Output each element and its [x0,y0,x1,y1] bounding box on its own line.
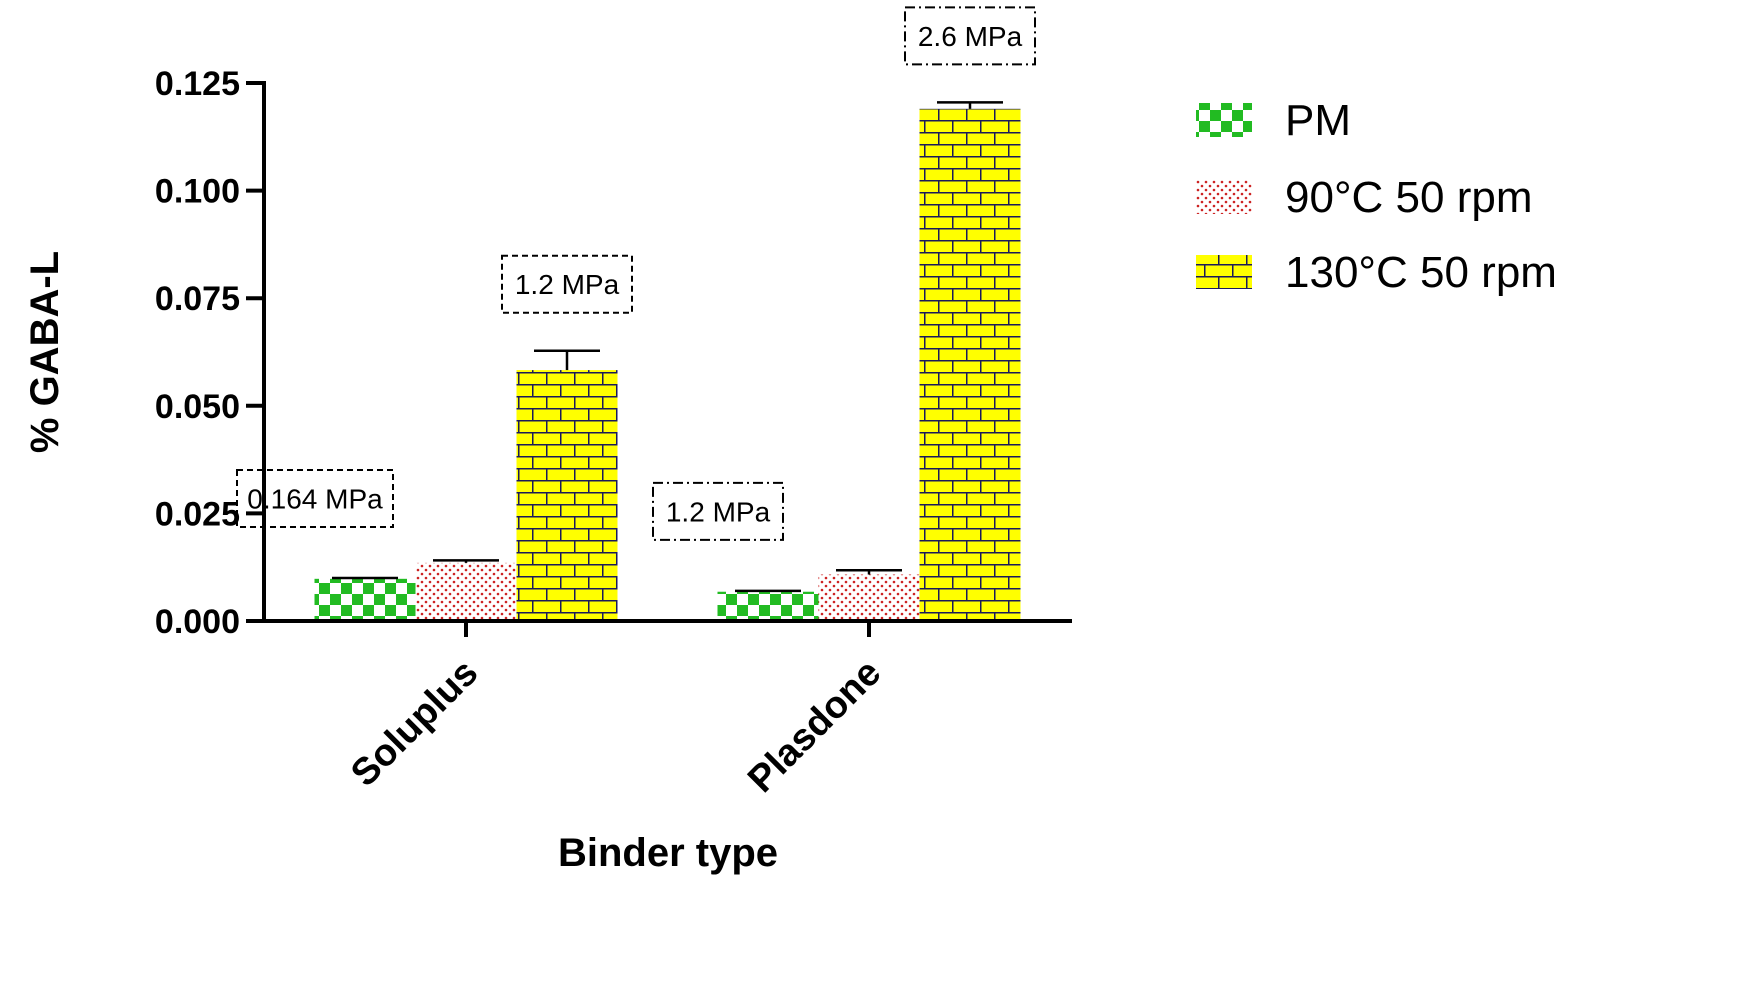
y-tick-label: 0.050 [155,388,240,426]
y-tick-label: 0.025 [155,495,240,533]
plot-area: 0.164 MPa 1.2 MPa 1.2 MPa 2.6 MPa 0.000 0.02… [155,6,1072,801]
annotation-box: 2.6 MPa [904,6,1036,66]
bar-soluplus-s2 [516,370,618,621]
legend-label: 90°C 50 rpm [1285,173,1532,222]
bar-plasdone-s2 [919,108,1021,622]
bar-soluplus-s0 [314,578,416,621]
annotation-text: 2.6 MPa [918,21,1023,52]
annotation-frame [904,6,1036,66]
error-bars [332,101,1003,593]
annotation-text: 0.164 MPa [247,483,383,514]
annotation-box: 1.2 MPa [501,254,633,314]
y-tick-label: 0.000 [155,603,240,641]
annotation-text: 1.2 MPa [515,269,620,300]
legend-swatch [1196,103,1252,137]
pressure-annotations: 0.164 MPa 1.2 MPa 1.2 MPa 2.6 MPa [236,6,1036,541]
legend-item-0: PM [1196,96,1351,145]
bar-plasdone-s1 [818,574,920,621]
annotation-frame [501,254,633,314]
legend: PM 90°C 50 rpm 130°C 50 rpm [1196,96,1557,297]
annotation-text: 1.2 MPa [666,496,771,527]
bar-soluplus-s1 [415,562,517,621]
annotation-frame [652,481,784,541]
legend-swatch [1196,255,1252,289]
x-tick-label-soluplus: Soluplus [343,652,486,795]
legend-label: PM [1285,96,1351,145]
y-tick-label: 0.075 [155,280,240,318]
bar-plasdone-s0 [717,591,819,621]
y-tick-label: 0.100 [155,173,240,211]
x-tick-label-plasdone: Plasdone [740,652,889,801]
legend-swatch [1196,180,1252,214]
y-axis-title: % GABA-L [23,251,67,453]
y-tick-label: 0.125 [155,65,240,103]
bars [314,108,1021,622]
legend-item-1: 90°C 50 rpm [1196,173,1532,222]
annotation-box: 0.164 MPa [236,468,394,528]
annotation-box: 1.2 MPa [652,481,784,541]
legend-label: 130°C 50 rpm [1285,248,1557,297]
legend-item-2: 130°C 50 rpm [1196,248,1557,297]
x-axis-title: Binder type [558,831,778,875]
